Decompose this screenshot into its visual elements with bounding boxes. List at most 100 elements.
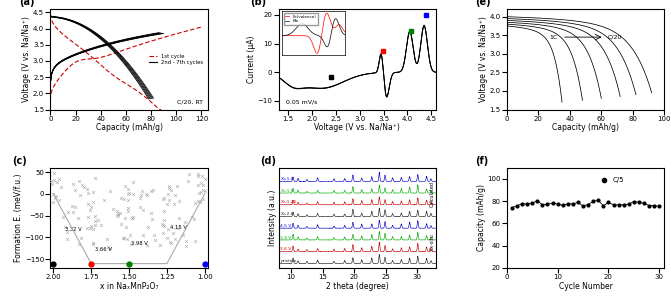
Text: 3.6 V: 3.6 V — [280, 247, 292, 251]
Point — [123, 205, 134, 210]
Text: 1C: 1C — [549, 35, 557, 40]
Point — [193, 171, 203, 176]
Point — [62, 237, 72, 242]
Point — [62, 229, 72, 234]
Point — [150, 237, 160, 242]
Point — [46, 178, 56, 183]
Point — [143, 225, 154, 229]
Point — [75, 236, 86, 241]
Text: X=1.25: X=1.25 — [280, 200, 297, 204]
Point — [177, 233, 188, 238]
Point — [93, 217, 103, 222]
Y-axis label: Current (μA): Current (μA) — [247, 36, 256, 83]
Point — [83, 215, 93, 220]
Point — [128, 180, 139, 185]
Point — [120, 183, 131, 188]
Point — [56, 184, 66, 189]
Point — [134, 195, 145, 200]
Point — [164, 184, 174, 189]
Point — [179, 219, 190, 224]
Y-axis label: Formation E. (meV/f.u.): Formation E. (meV/f.u.) — [14, 174, 23, 262]
Point — [193, 198, 203, 203]
Point — [164, 239, 175, 244]
Point — [123, 192, 134, 197]
Point — [85, 204, 96, 209]
Text: C/20: C/20 — [608, 35, 622, 40]
Point — [174, 216, 185, 221]
Point — [62, 209, 73, 214]
Point — [128, 214, 139, 219]
Point — [85, 208, 95, 213]
Point — [184, 172, 195, 176]
Point — [162, 201, 172, 206]
Point — [113, 212, 123, 217]
Y-axis label: Voltage (V vs. Na/Na⁺): Voltage (V vs. Na/Na⁺) — [479, 16, 488, 102]
Point — [156, 221, 167, 226]
Point — [87, 190, 98, 195]
Point — [86, 223, 97, 228]
Point — [173, 225, 184, 230]
Point — [49, 177, 60, 182]
Point — [140, 191, 151, 196]
Point — [148, 187, 159, 192]
Point — [142, 242, 152, 247]
Point — [190, 238, 201, 243]
Point — [170, 192, 180, 197]
Point — [81, 187, 92, 192]
Point — [155, 243, 166, 248]
Point — [195, 180, 206, 185]
Point — [166, 188, 176, 192]
Point — [196, 190, 207, 195]
Point — [183, 178, 193, 183]
Point — [195, 200, 206, 205]
Point — [162, 235, 172, 240]
Point — [158, 209, 169, 213]
Point — [157, 197, 168, 202]
Text: C/5: C/5 — [613, 177, 624, 183]
X-axis label: Voltage (V vs. Na/Na⁺): Voltage (V vs. Na/Na⁺) — [315, 123, 400, 132]
Text: 3.98 V: 3.98 V — [132, 241, 148, 246]
Point — [90, 176, 101, 180]
Point — [74, 241, 85, 246]
Point — [113, 212, 124, 217]
Point — [103, 245, 113, 249]
Point — [112, 213, 123, 218]
Point — [90, 222, 101, 227]
Y-axis label: Intensity (a.u.): Intensity (a.u.) — [268, 190, 277, 246]
Point — [115, 210, 125, 215]
Point — [164, 197, 174, 202]
Point — [123, 197, 134, 202]
Point — [90, 214, 101, 219]
Point — [54, 197, 64, 202]
Point — [108, 206, 119, 211]
Point — [189, 217, 199, 222]
Point — [200, 176, 211, 181]
Point — [198, 182, 209, 187]
Text: C/20, RT: C/20, RT — [177, 99, 203, 104]
Point — [95, 223, 106, 228]
Point — [197, 173, 207, 178]
Point — [138, 207, 148, 212]
Point — [197, 196, 208, 201]
Point — [123, 209, 134, 214]
Point — [168, 201, 179, 206]
Text: (e): (e) — [475, 0, 491, 7]
Point — [127, 216, 138, 221]
Point — [60, 225, 70, 229]
X-axis label: Capacity (mAh/g): Capacity (mAh/g) — [95, 123, 162, 132]
Point — [142, 192, 152, 197]
Point — [193, 182, 203, 187]
Point — [170, 237, 180, 241]
Point — [70, 204, 81, 209]
Point — [166, 241, 176, 245]
Point — [189, 201, 200, 206]
Point — [66, 204, 77, 209]
Point — [76, 183, 87, 188]
Text: (d): (d) — [260, 156, 276, 166]
Text: X=1.5: X=1.5 — [280, 188, 294, 192]
Point — [88, 242, 99, 247]
Point — [136, 192, 146, 197]
Point — [136, 188, 147, 193]
Point — [48, 171, 59, 176]
Point — [50, 193, 61, 198]
